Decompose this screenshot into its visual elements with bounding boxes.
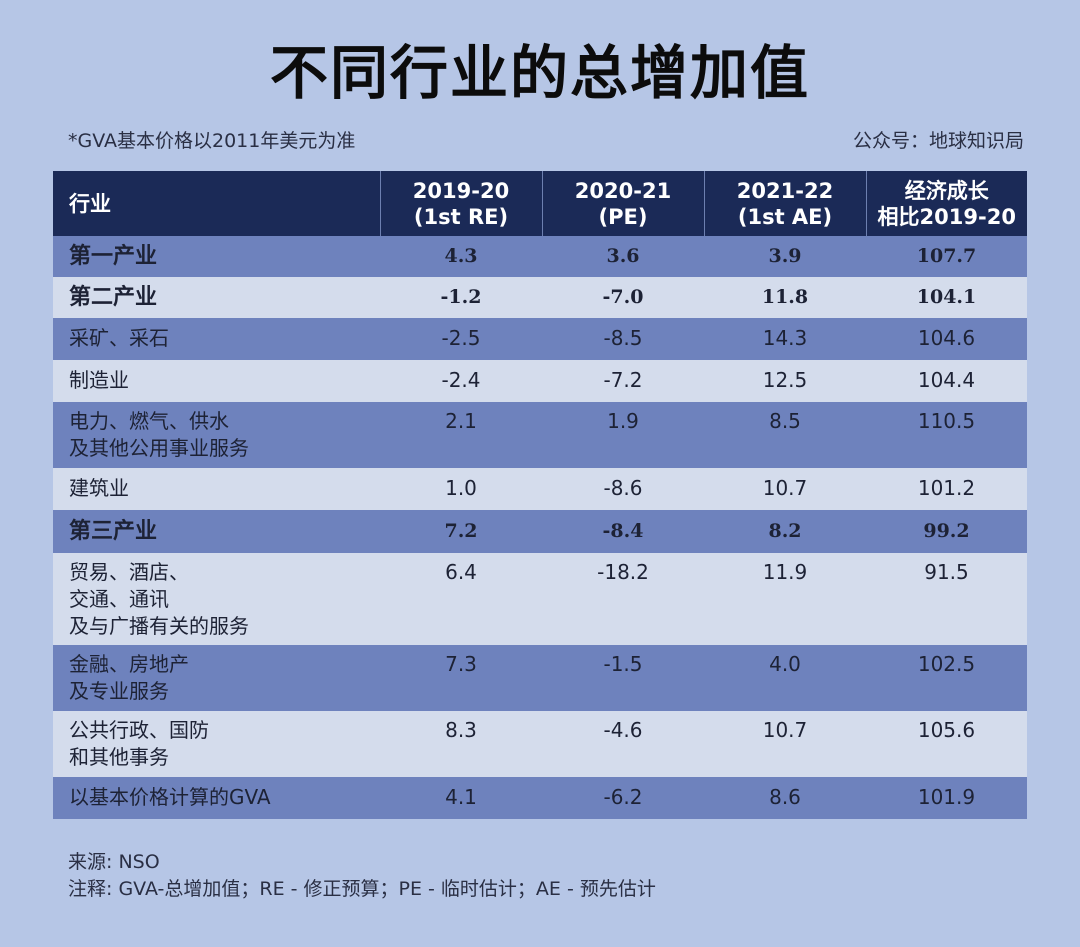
cell-value: 105.6: [866, 711, 1027, 777]
cell-value: -8.4: [542, 510, 704, 553]
cell-value: 8.6: [704, 777, 866, 819]
row-label: 公共行政、国防 和其他事务: [53, 711, 380, 777]
cell-value: -18.2: [542, 553, 704, 645]
table-row: 制造业 -2.4 -7.2 12.5 104.4: [53, 360, 1027, 402]
cell-value: 110.5: [866, 402, 1027, 468]
cell-value: 104.6: [866, 318, 1027, 360]
cell-value: 11.8: [704, 277, 866, 318]
cell-value: 7.2: [380, 510, 542, 553]
cell-value: 14.3: [704, 318, 866, 360]
cell-value: -2.5: [380, 318, 542, 360]
cell-value: 7.3: [380, 645, 542, 711]
table-row: 第二产业 -1.2 -7.0 11.8 104.1: [53, 277, 1027, 318]
cell-value: 1.9: [542, 402, 704, 468]
row-label: 贸易、酒店、 交通、通讯 及与广播有关的服务: [53, 553, 380, 645]
cell-value: 3.6: [542, 236, 704, 277]
cell-value: -6.2: [542, 777, 704, 819]
cell-value: -4.6: [542, 711, 704, 777]
cell-value: 107.7: [866, 236, 1027, 277]
row-label: 采矿、采石: [53, 318, 380, 360]
cell-value: 101.2: [866, 468, 1027, 510]
table-header-row: 行业 2019-20 (1st RE) 2020-21 (PE) 2021-22…: [53, 171, 1027, 236]
table-row: 第一产业 4.3 3.6 3.9 107.7: [53, 236, 1027, 277]
cell-value: 1.0: [380, 468, 542, 510]
page-title: 不同行业的总增加值: [269, 39, 810, 107]
price-basis-note: *GVA基本价格以2011年美元为准: [68, 130, 356, 152]
cell-value: 101.9: [866, 777, 1027, 819]
cell-value: 12.5: [704, 360, 866, 402]
row-label: 第二产业: [53, 277, 380, 318]
cell-value: -7.0: [542, 277, 704, 318]
abbreviation-note: 注释: GVA-总增加值；RE - 修正预算；PE - 临时估计；AE - 预先…: [68, 878, 656, 900]
cell-value: -8.5: [542, 318, 704, 360]
table-row: 第三产业 7.2 -8.4 8.2 99.2: [53, 510, 1027, 553]
cell-value: 8.2: [704, 510, 866, 553]
cell-value: 10.7: [704, 711, 866, 777]
cell-value: 10.7: [704, 468, 866, 510]
cell-value: 6.4: [380, 553, 542, 645]
cell-value: 4.1: [380, 777, 542, 819]
footer: 来源: NSO 注释: GVA-总增加值；RE - 修正预算；PE - 临时估计…: [68, 849, 656, 903]
gva-table: 行业 2019-20 (1st RE) 2020-21 (PE) 2021-22…: [53, 171, 1027, 819]
table-row: 电力、燃气、供水 及其他公用事业服务 2.1 1.9 8.5 110.5: [53, 402, 1027, 468]
header-industry: 行业: [53, 171, 380, 236]
cell-value: -1.5: [542, 645, 704, 711]
cell-value: 8.5: [704, 402, 866, 468]
row-label: 建筑业: [53, 468, 380, 510]
cell-value: -1.2: [380, 277, 542, 318]
cell-value: 104.4: [866, 360, 1027, 402]
cell-value: -2.4: [380, 360, 542, 402]
header-2021-22: 2021-22 (1st AE): [703, 171, 866, 236]
cell-value: 2.1: [380, 402, 542, 468]
row-label: 第一产业: [53, 236, 380, 277]
cell-value: 4.0: [704, 645, 866, 711]
cell-value: 91.5: [866, 553, 1027, 645]
cell-value: 99.2: [866, 510, 1027, 553]
table-row: 公共行政、国防 和其他事务 8.3 -4.6 10.7 105.6: [53, 711, 1027, 777]
row-label: 以基本价格计算的GVA: [53, 777, 380, 819]
cell-value: -7.2: [542, 360, 704, 402]
table-row: 贸易、酒店、 交通、通讯 及与广播有关的服务 6.4 -18.2 11.9 91…: [53, 553, 1027, 645]
row-label: 电力、燃气、供水 及其他公用事业服务: [53, 402, 380, 468]
header-growth: 经济成长 相比2019-20: [865, 171, 1027, 236]
header-2020-21: 2020-21 (PE): [541, 171, 704, 236]
cell-value: 102.5: [866, 645, 1027, 711]
account-credit: 公众号：地球知识局: [852, 130, 1024, 152]
cell-value: 104.1: [866, 277, 1027, 318]
table-row: 金融、房地产 及专业服务 7.3 -1.5 4.0 102.5: [53, 645, 1027, 711]
cell-value: 11.9: [704, 553, 866, 645]
table-row: 以基本价格计算的GVA 4.1 -6.2 8.6 101.9: [53, 777, 1027, 819]
cell-value: 8.3: [380, 711, 542, 777]
cell-value: 3.9: [704, 236, 866, 277]
row-label: 制造业: [53, 360, 380, 402]
source-note: 来源: NSO: [68, 851, 160, 873]
cell-value: -8.6: [542, 468, 704, 510]
header-2019-20: 2019-20 (1st RE): [379, 171, 542, 236]
row-label: 第三产业: [53, 510, 380, 553]
row-label: 金融、房地产 及专业服务: [53, 645, 380, 711]
table-row: 建筑业 1.0 -8.6 10.7 101.2: [53, 468, 1027, 510]
table-row: 采矿、采石 -2.5 -8.5 14.3 104.6: [53, 318, 1027, 360]
cell-value: 4.3: [380, 236, 542, 277]
